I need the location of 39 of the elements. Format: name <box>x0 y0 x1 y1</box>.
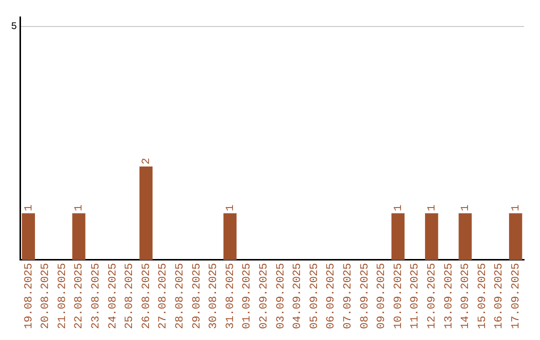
x-tick-label: 24.08.2025 <box>107 262 120 330</box>
data-label: 1 <box>392 204 405 212</box>
x-tick-label: 10.09.2025 <box>392 262 405 330</box>
x-tick-label: 17.09.2025 <box>510 262 523 330</box>
data-label: 1 <box>74 204 86 212</box>
x-tick-label: 14.09.2025 <box>460 262 472 330</box>
x-tick-label: 12.09.2025 <box>426 262 439 330</box>
x-tick-label: 05.09.2025 <box>308 262 321 330</box>
data-label: 1 <box>23 204 36 212</box>
x-tick-label: 11.09.2025 <box>410 262 422 330</box>
x-tick-label: 16.09.2025 <box>494 262 506 330</box>
x-tick-label: 08.09.2025 <box>359 262 372 330</box>
x-tick-label: 15.09.2025 <box>476 262 489 330</box>
y-tick-label: 5 <box>10 22 17 33</box>
x-tick-label: 07.09.2025 <box>342 262 355 330</box>
x-tick-label: 13.09.2025 <box>443 262 456 330</box>
data-label: 1 <box>510 204 523 212</box>
x-tick-label: 25.08.2025 <box>124 262 136 330</box>
x-tick-label: 03.09.2025 <box>275 262 288 330</box>
x-tick-label: 22.08.2025 <box>74 262 86 330</box>
x-tick-label: 23.08.2025 <box>90 262 103 330</box>
x-tick-label: 21.08.2025 <box>56 262 69 330</box>
x-tick-label: 28.08.2025 <box>174 262 187 330</box>
x-tick-label: 09.09.2025 <box>376 262 388 330</box>
data-label: 1 <box>224 204 237 212</box>
x-tick-label: 02.09.2025 <box>258 262 271 330</box>
x-tick-label: 01.09.2025 <box>242 262 254 330</box>
x-tick-label: 06.09.2025 <box>326 262 338 330</box>
data-label: 1 <box>460 204 472 212</box>
x-tick-label: 26.08.2025 <box>140 262 153 330</box>
x-tick-label: 19.08.2025 <box>23 262 36 330</box>
x-tick-label: 30.08.2025 <box>208 262 220 330</box>
x-tick-label: 29.08.2025 <box>191 262 204 330</box>
data-label: 2 <box>140 158 153 165</box>
x-tick-label: 20.08.2025 <box>40 262 52 330</box>
x-tick-label: 31.08.2025 <box>224 262 237 330</box>
data-label: 1 <box>426 204 439 212</box>
x-tick-label: 04.09.2025 <box>292 262 304 330</box>
x-tick-label: 27.08.2025 <box>158 262 170 330</box>
